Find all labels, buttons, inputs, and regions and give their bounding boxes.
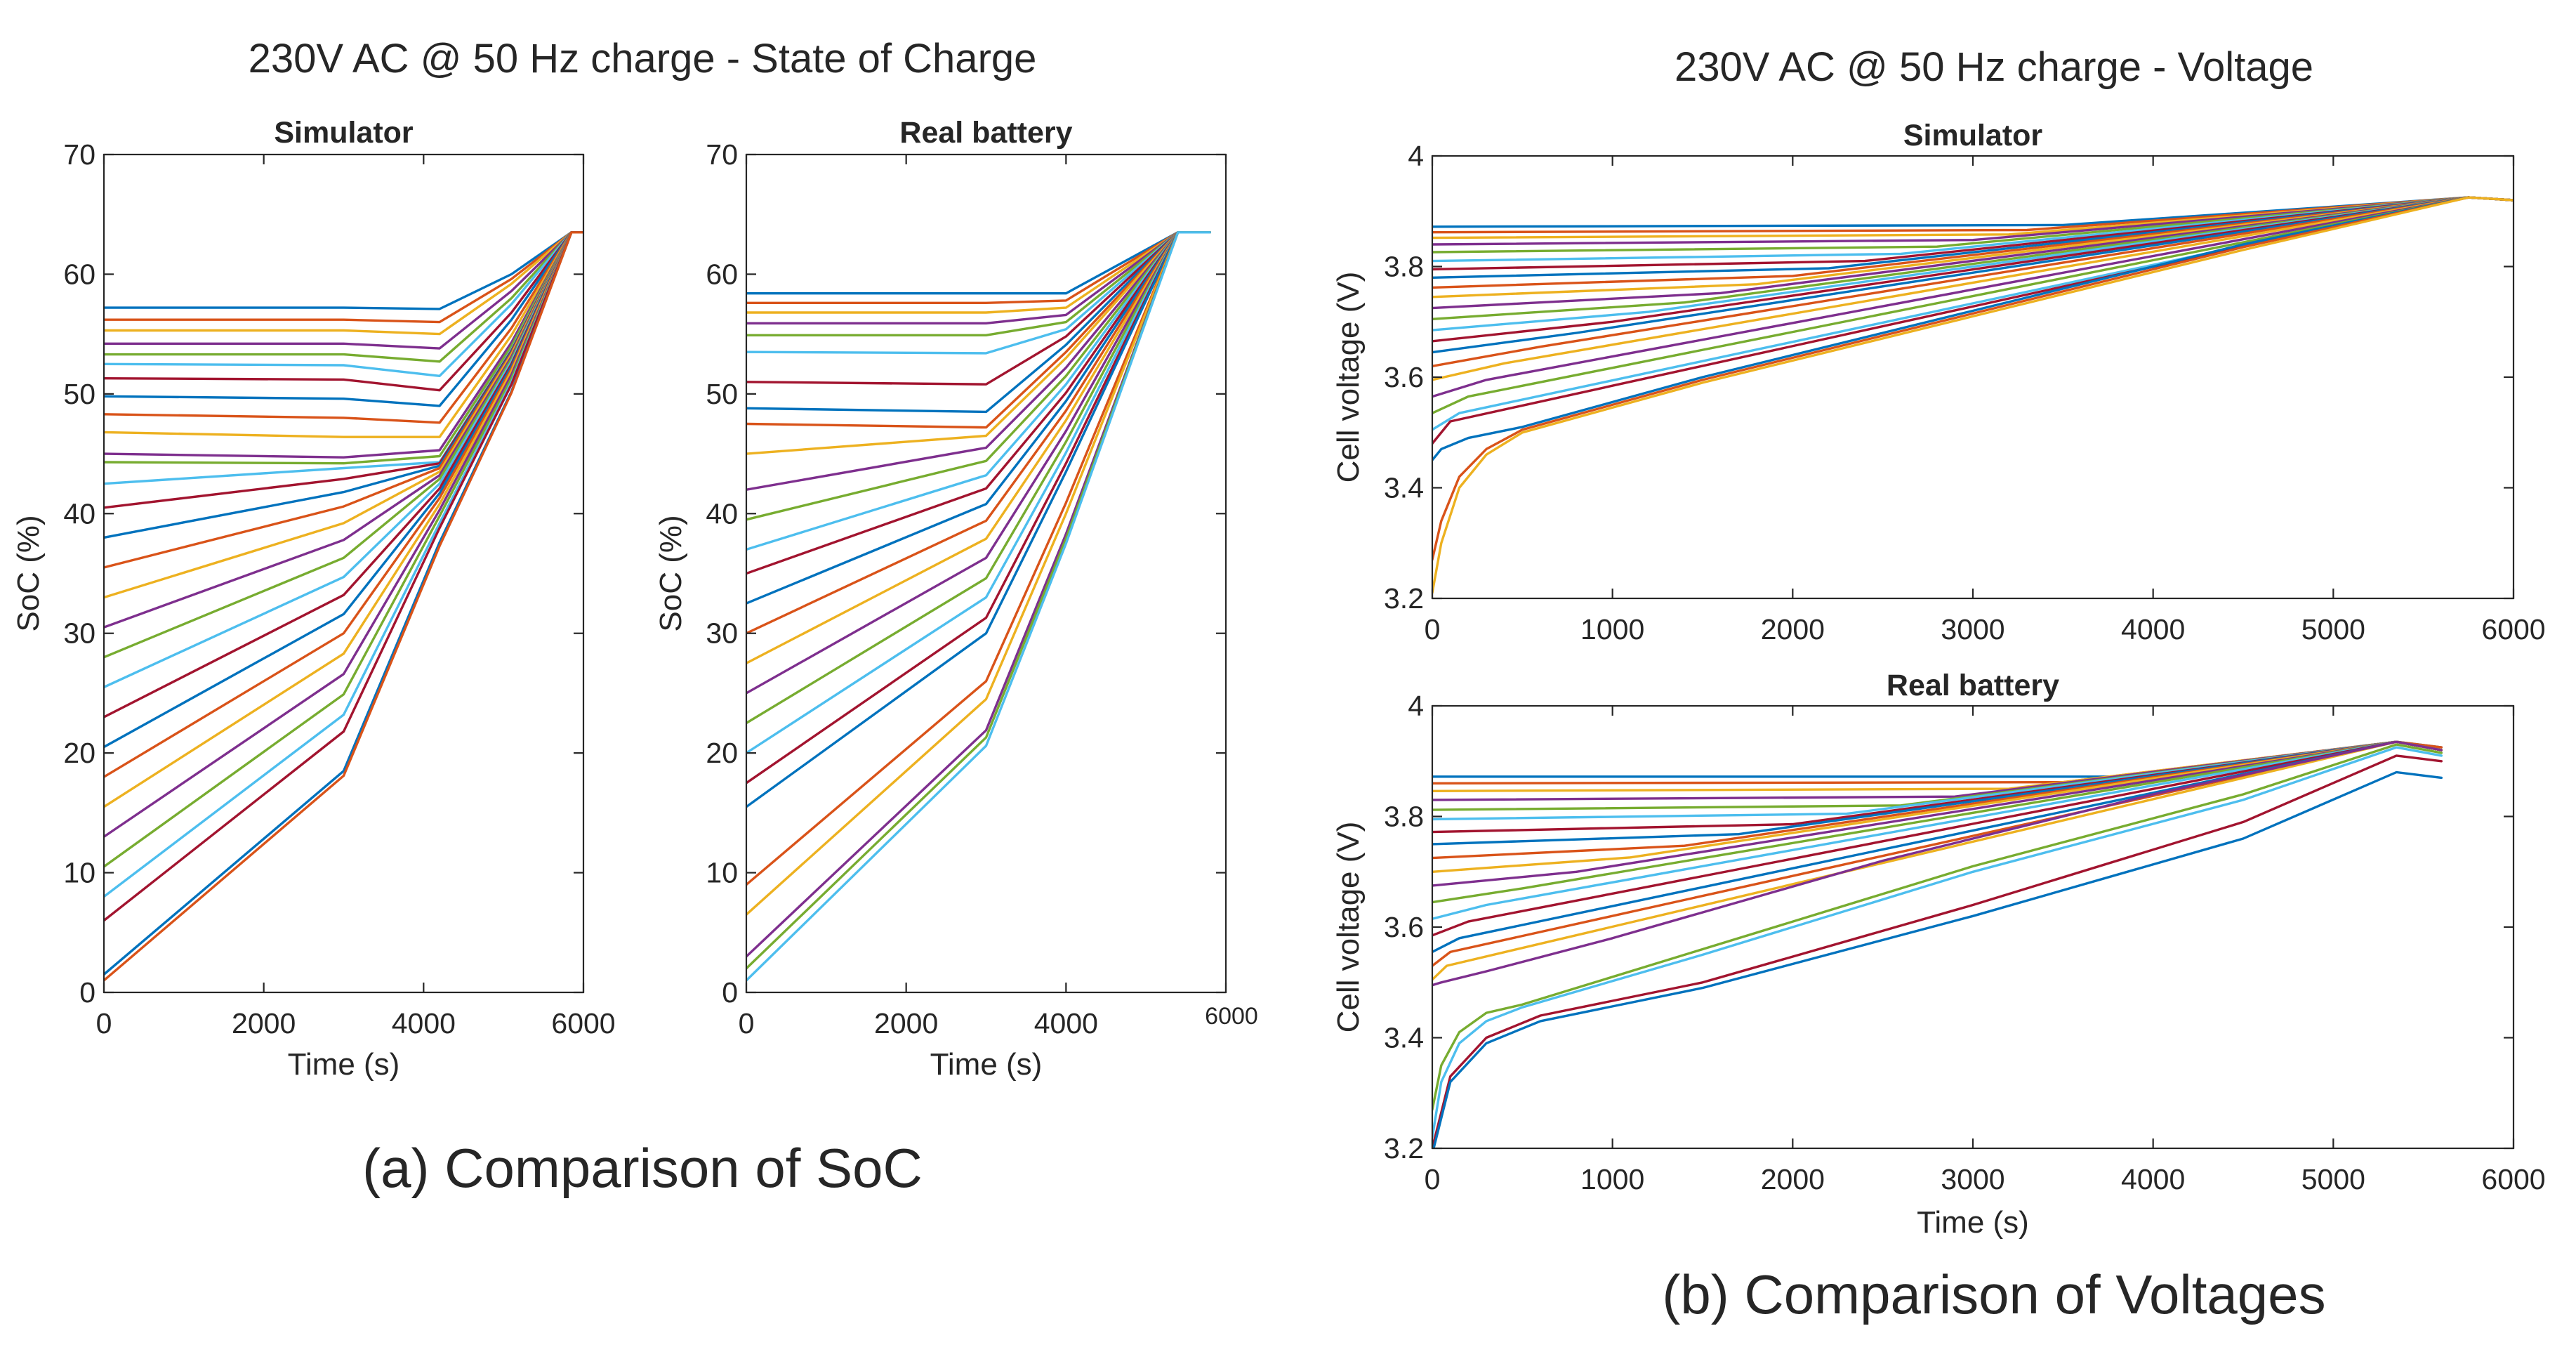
x-tick-label: 6000 [2481, 613, 2545, 645]
x-tick-label: 2000 [1761, 1163, 1825, 1195]
soc-caption: (a) Comparison of SoC [362, 1137, 923, 1199]
y-tick-label: 3.8 [1384, 801, 1424, 833]
plot-area [1432, 196, 2514, 594]
x-axis-label: Time (s) [930, 1047, 1043, 1082]
x-tick-label: 1000 [1580, 1163, 1644, 1195]
y-tick-label: 3.2 [1384, 582, 1424, 615]
soc-supertitle: 230V AC @ 50 Hz charge - State of Charge [249, 36, 1037, 81]
series-line-cell-20 [1432, 746, 2443, 1139]
series-line-cell-30 [104, 231, 583, 982]
y-axis-label: SoC (%) [11, 515, 46, 631]
x-tick-label: 4000 [1034, 1007, 1098, 1039]
x-tick-label: 4000 [392, 1007, 456, 1039]
x-tick-label: 5000 [2301, 1163, 2365, 1195]
y-tick-label: 70 [63, 138, 95, 171]
series-line-cell-27 [104, 231, 583, 898]
series-line-cell-10 [104, 231, 583, 438]
y-axis-label: SoC (%) [654, 515, 688, 631]
y-tick-label: 50 [706, 378, 738, 410]
x-tick-label: 6000 [551, 1007, 615, 1039]
y-tick-label: 3.8 [1384, 251, 1424, 283]
x-tick-label: 5000 [2301, 613, 2365, 645]
x-tick-label: 1000 [1580, 613, 1644, 645]
x-tick-label: 3000 [1941, 1163, 2004, 1195]
soc-real-battery-chart: 0 2000 4000 6000 0 10 20 30 40 50 60 70 Real battery… [654, 116, 1258, 1082]
series-line-cell-18 [1432, 740, 2443, 987]
series-line-cell-22 [104, 231, 583, 749]
y-tick-label: 20 [63, 737, 95, 769]
series-line-cell-25 [104, 231, 583, 839]
y-tick-label: 70 [706, 138, 738, 171]
x-tick-label: 4000 [2121, 613, 2185, 645]
y-tick-label: 40 [706, 497, 738, 530]
y-tick-label: 30 [706, 617, 738, 650]
y-tick-label: 20 [706, 737, 738, 769]
y-tick-label: 0 [79, 976, 95, 1009]
x-tick-label: 3000 [1941, 613, 2004, 645]
x-tick-label: 0 [1425, 1163, 1441, 1195]
soc-figure: 230V AC @ 50 Hz charge - State of Charge… [11, 36, 1258, 1199]
y-tick-label: 3.2 [1384, 1132, 1424, 1164]
y-tick-label: 50 [63, 378, 95, 410]
voltage-figure: 230V AC @ 50 Hz charge - Voltage 0 1000 20… [1331, 44, 2546, 1325]
x-axis-label: Time (s) [1917, 1205, 2029, 1240]
panel-title: Simulator [274, 116, 414, 150]
x-tick-label: 2000 [232, 1007, 296, 1039]
x-tick-label: 6000 [2481, 1163, 2545, 1195]
y-tick-label: 60 [63, 258, 95, 290]
x-tick-label: 4000 [2121, 1163, 2185, 1195]
y-tick-label: 3.4 [1384, 1022, 1424, 1054]
axes-box [1431, 704, 2515, 1150]
plot-area [1432, 740, 2443, 1148]
y-tick-label: 10 [706, 857, 738, 889]
x-axis-label: Time (s) [288, 1047, 400, 1082]
x-tick-label: 2000 [1761, 613, 1825, 645]
series-line-cell-20 [104, 231, 583, 689]
y-tick-label: 3.6 [1384, 361, 1424, 393]
voltage-real-battery-chart: 0 1000 2000 3000 4000 5000 6000 3.2 3.4 3.6 3.8 4 Re… [1331, 669, 2546, 1240]
y-tick-label: 4 [1408, 140, 1424, 172]
x-tick-label: 0 [96, 1007, 112, 1039]
panel-title: Simulator [1903, 119, 2043, 152]
x-tick-label: 0 [739, 1007, 755, 1039]
y-tick-label: 0 [722, 976, 738, 1009]
y-tick-label: 10 [63, 857, 95, 889]
y-tick-label: 3.6 [1384, 911, 1424, 943]
y-tick-label: 3.4 [1384, 472, 1424, 504]
series-line-cell-22 [1432, 770, 2443, 1148]
axes-box [103, 153, 585, 994]
y-tick-label: 4 [1408, 690, 1424, 722]
voltage-supertitle: 230V AC @ 50 Hz charge - Voltage [1675, 44, 2313, 90]
series-line-cell-24 [1432, 196, 2514, 594]
axes-box [745, 153, 1227, 994]
plot-area [746, 231, 1211, 982]
series-line-cell-27 [746, 231, 1211, 982]
y-axis-label: Cell voltage (V) [1331, 822, 1366, 1033]
series-line-cell-25 [746, 231, 1211, 958]
y-tick-label: 30 [63, 617, 95, 650]
series-line-cell-23 [1432, 196, 2514, 561]
x-tick-label: 6000 [1205, 1003, 1258, 1030]
series-line-cell-23 [746, 231, 1211, 886]
panel-title: Real battery [1887, 669, 2059, 702]
x-tick-label: 2000 [874, 1007, 938, 1039]
series-line-cell-22 [746, 231, 1211, 808]
voltage-caption: (b) Comparison of Voltages [1662, 1264, 2325, 1325]
series-line-cell-21 [1432, 754, 2443, 1148]
plot-area [104, 231, 583, 982]
series-line-cell-19 [1432, 743, 2443, 1111]
y-tick-label: 60 [706, 258, 738, 290]
voltage-simulator-chart: 0 1000 2000 3000 4000 5000 6000 3.2 3.4 3.6 3.8 4 Si… [1331, 119, 2546, 645]
y-tick-label: 40 [63, 497, 95, 530]
y-axis-label: Cell voltage (V) [1331, 272, 1366, 483]
panel-title: Real battery [899, 116, 1072, 150]
series-line-cell-16 [1432, 740, 2443, 967]
x-tick-label: 0 [1425, 613, 1441, 645]
soc-simulator-chart: 0 2000 4000 6000 0 10 20 30 40 50 60 70 Simulator Tim… [11, 116, 616, 1082]
